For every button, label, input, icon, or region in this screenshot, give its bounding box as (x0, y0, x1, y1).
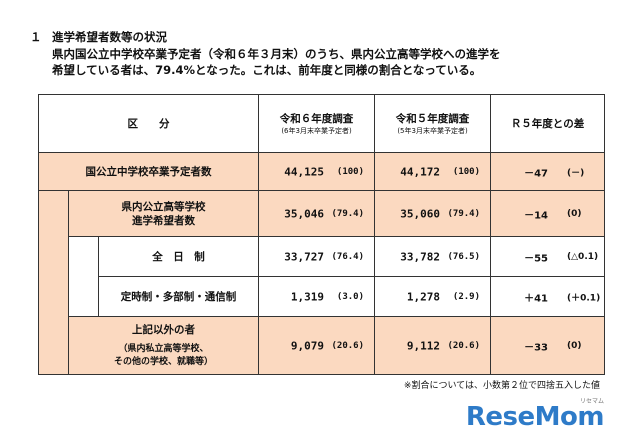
header-previous-title: 令和５年度調査 (395, 112, 470, 125)
r5-percent: (100) (452, 166, 481, 177)
row-label: 国公立中学校卒業予定者数 (37, 152, 260, 191)
diff-percent: (－) (567, 168, 585, 178)
row-label-main: 上記以外の者 (132, 323, 195, 336)
diff-percent: (0) (567, 340, 582, 351)
r5-value: 1,278 (406, 290, 441, 303)
diff-cell: －55 (△0.1) (490, 236, 606, 277)
resemom-logo: ReseMom (465, 402, 605, 432)
r5-cell: 33,782 (76.5) (374, 236, 492, 277)
section-number: １ (30, 30, 42, 44)
header-current-sub: (6年3月末卒業予定者) (281, 126, 352, 135)
r5-percent: (76.5) (447, 251, 481, 262)
table-row-parttime: 定時制・多部制・通信制 1,319 (3.0) 1,278 (2.9) ＋41 (＋0… (38, 276, 606, 317)
r6-percent: (100) (336, 166, 365, 177)
logo-subtitle: リセマム (579, 398, 604, 405)
indent-spacer (38, 190, 69, 375)
diff-value: －55 (524, 253, 549, 264)
r6-percent: (20.6) (331, 340, 365, 351)
row-label: 定時制・多部制・通信制 (97, 276, 260, 317)
diff-cell: －33 (0) (490, 316, 606, 375)
r5-cell: 1,278 (2.9) (374, 276, 492, 317)
row-label-line-1: 県内公立高等学校 (121, 200, 206, 213)
header-current: 令和６年度調査 (6年3月末卒業予定者) (258, 94, 376, 153)
r6-percent: (76.4) (331, 251, 365, 262)
r5-cell: 44,172 (100) (374, 152, 492, 191)
row-label: 県内公立高等学校 進学希望者数 (67, 190, 260, 237)
row-note-1: （県内私立高等学校、 (118, 343, 209, 354)
table-row-public-hs: 県内公立高等学校 進学希望者数 35,046 (79.4) 35,060 (79.4)… (38, 190, 606, 375)
summary-line-2: 希望している者は、79.4%となった。これは、前年度と同様の割合となっている。 (52, 63, 482, 77)
table-row-fulltime: 全 日 制 33,727 (76.4) 33,782 (76.5) －55 (△0.1… (38, 236, 606, 317)
r6-percent: (3.0) (336, 291, 365, 302)
diff-percent: (0) (567, 208, 582, 219)
r5-percent: (2.9) (452, 291, 481, 302)
row-label: 上記以外の者 （県内私立高等学校、 その他の学校、就職等） (67, 316, 260, 375)
r5-percent: (20.6) (447, 340, 481, 351)
diff-value: －14 (524, 210, 549, 221)
r6-value: 44,125 (284, 165, 325, 178)
r5-cell: 9,112 (20.6) (374, 316, 492, 375)
r6-cell: 33,727 (76.4) (258, 236, 376, 277)
indent-spacer (68, 236, 99, 317)
diff-value: －33 (524, 342, 549, 353)
table-row-other: 上記以外の者 （県内私立高等学校、 その他の学校、就職等） 9,079 (20.6) … (38, 316, 606, 375)
header-previous-sub: (5年3月末卒業予定者) (397, 126, 468, 135)
diff-value: ＋41 (524, 293, 549, 304)
r5-value: 35,060 (400, 207, 441, 220)
r5-value: 9,112 (406, 339, 441, 352)
section-heading: １ 進学希望者数等の状況 (30, 30, 167, 45)
header-category: 区 分 (37, 94, 260, 153)
r6-value: 33,727 (284, 250, 325, 263)
header-diff: Ｒ５年度との差 (490, 94, 606, 153)
row-note-2: その他の学校、就職等） (114, 356, 214, 367)
header-previous: 令和５年度調査 (5年3月末卒業予定者) (374, 94, 492, 153)
diff-cell: －47 (－) (490, 152, 606, 191)
footnote: ※割合については、小数第２位で四捨五入した値 (403, 381, 600, 391)
r6-cell: 9,079 (20.6) (258, 316, 376, 375)
diff-percent: (△0.1) (567, 251, 599, 262)
r6-value: 35,046 (284, 207, 325, 220)
r6-cell: 35,046 (79.4) (258, 190, 376, 237)
summary-paragraph: 県内国公立中学校卒業予定者（令和６年３月末）のうち、県内公立高等学校への進学を … (52, 46, 592, 78)
table-row-total: 国公立中学校卒業予定者数 44,125 (100) 44,172 (100) －47… (37, 152, 606, 191)
diff-percent: (＋0.1) (567, 293, 601, 303)
diff-value: －47 (524, 168, 549, 179)
r6-value: 9,079 (290, 339, 325, 352)
header-row: 区 分 令和６年度調査 (6年3月末卒業予定者) 令和５年度調査 (5年3月末卒業予… (37, 94, 606, 153)
row-label: 全 日 制 (97, 236, 260, 277)
diff-cell: ＋41 (＋0.1) (490, 276, 606, 317)
r6-percent: (79.4) (331, 208, 365, 219)
section-title: 進学希望者数等の状況 (52, 30, 167, 44)
row-label-line-2: 進学希望者数 (132, 214, 195, 227)
r5-value: 44,172 (400, 165, 441, 178)
r6-cell: 1,319 (3.0) (258, 276, 376, 317)
r5-cell: 35,060 (79.4) (374, 190, 492, 237)
stats-table: 区 分 令和６年度調査 (6年3月末卒業予定者) 令和５年度調査 (5年3月末卒業予… (37, 94, 606, 375)
header-current-title: 令和６年度調査 (279, 112, 354, 125)
r6-cell: 44,125 (100) (258, 152, 376, 191)
diff-cell: －14 (0) (490, 190, 606, 237)
r5-percent: (79.4) (447, 208, 481, 219)
r5-value: 33,782 (400, 250, 441, 263)
r6-value: 1,319 (290, 290, 325, 303)
summary-line-1: 県内国公立中学校卒業予定者（令和６年３月末）のうち、県内公立高等学校への進学を (52, 47, 501, 61)
